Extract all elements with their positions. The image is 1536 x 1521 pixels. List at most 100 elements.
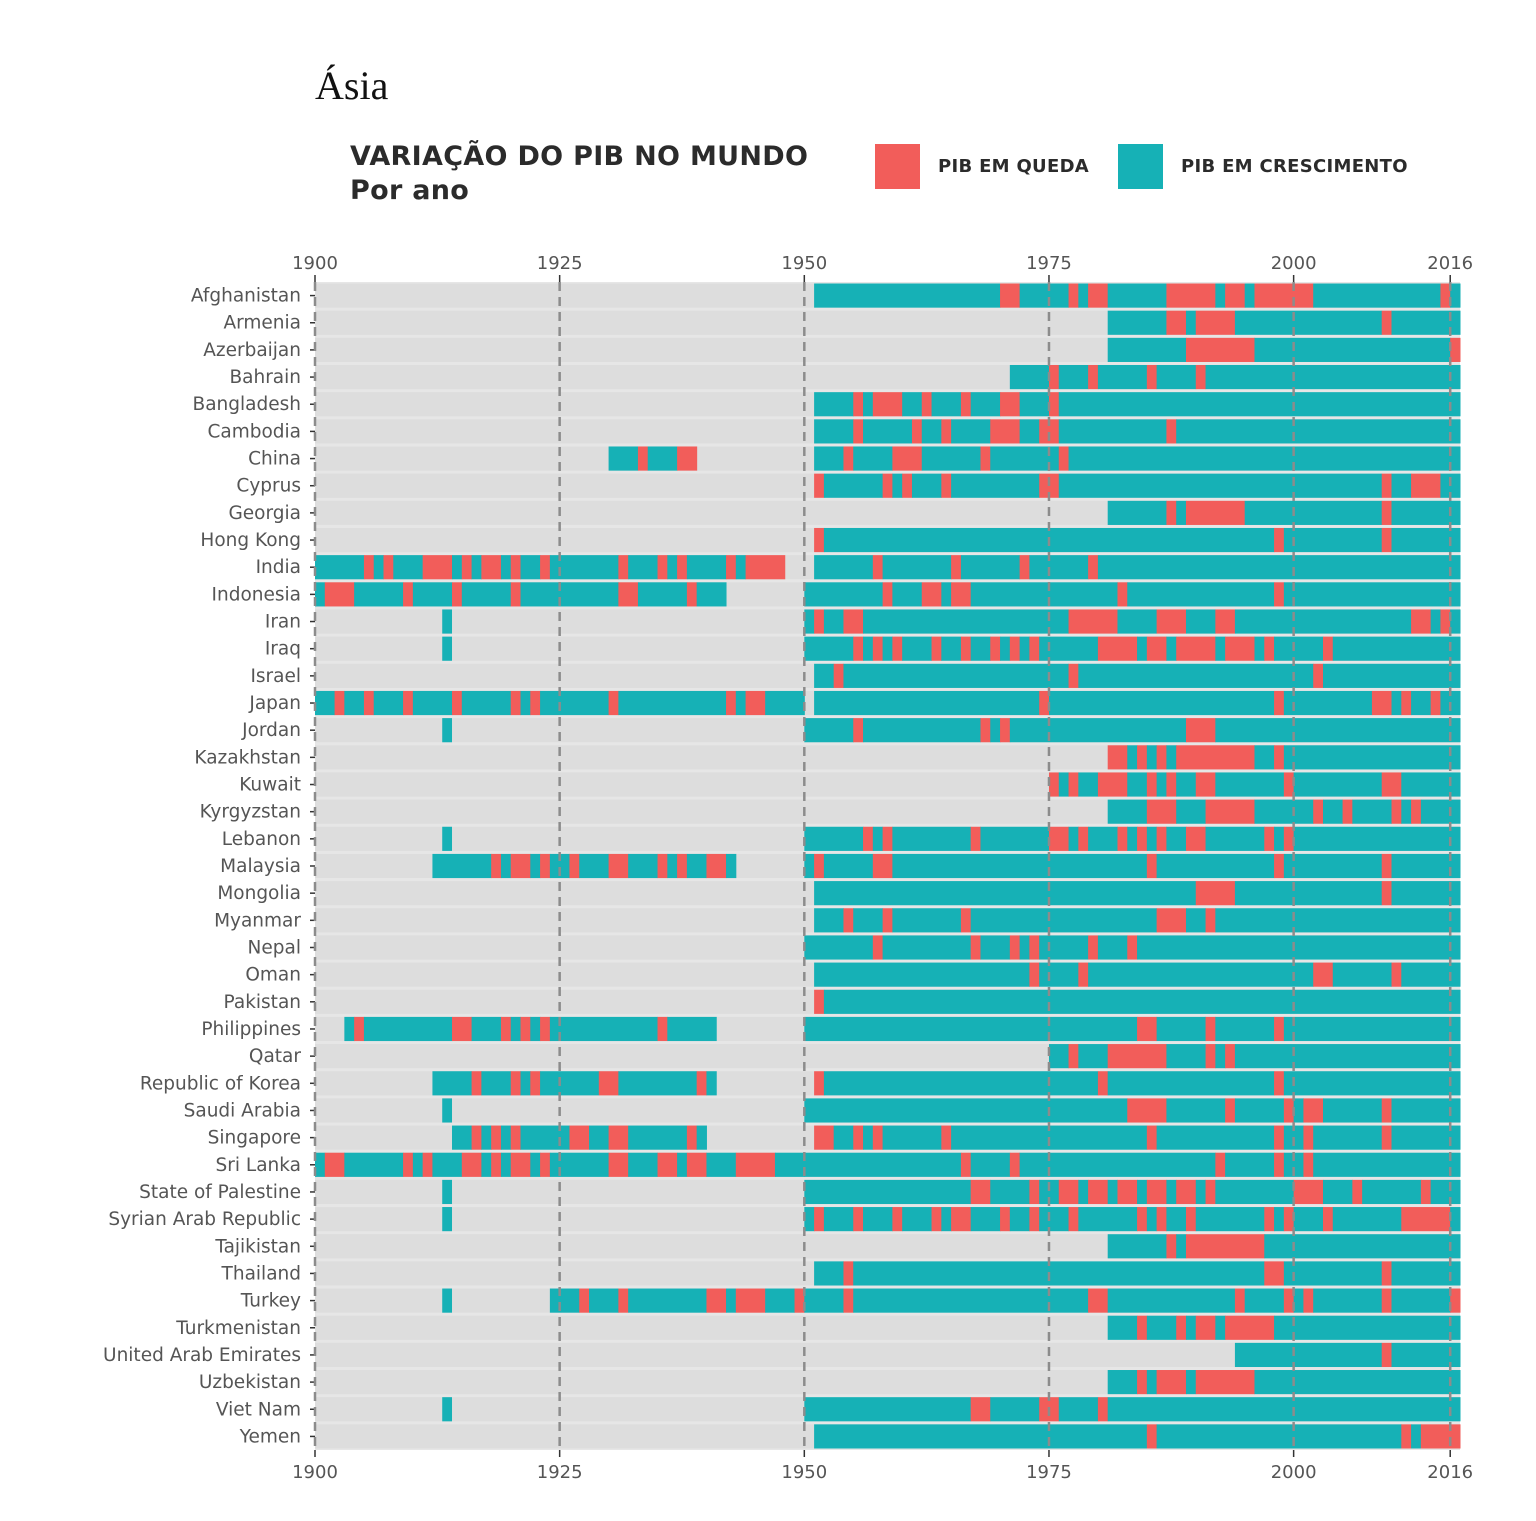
bar-segment-crescimento bbox=[892, 473, 903, 498]
bar-segment-crescimento bbox=[814, 962, 1030, 987]
bar-segment-queda bbox=[872, 1125, 884, 1150]
bar-segment-queda bbox=[422, 1152, 433, 1177]
bar-segment-queda bbox=[1019, 555, 1030, 580]
bar-segment-crescimento bbox=[1166, 636, 1177, 661]
bar-segment-crescimento bbox=[1283, 1261, 1383, 1286]
bar-segment-crescimento bbox=[970, 636, 991, 661]
bar-segment-crescimento bbox=[1039, 1179, 1060, 1205]
bar-segment-crescimento bbox=[1166, 1044, 1207, 1069]
bar-segment-crescimento bbox=[354, 582, 404, 607]
bar-segment-crescimento bbox=[1293, 1207, 1324, 1232]
bar-segment-crescimento bbox=[1264, 1234, 1461, 1259]
bar-segment-queda bbox=[324, 1152, 345, 1177]
bar-segment-crescimento bbox=[530, 1016, 541, 1042]
bar-segment-crescimento bbox=[882, 1125, 942, 1150]
bar-segment-crescimento bbox=[970, 582, 1118, 607]
bar-segment-queda bbox=[452, 690, 463, 716]
country-label-india: India bbox=[256, 557, 301, 578]
bar-segment-crescimento bbox=[1058, 473, 1383, 498]
bar-segment-crescimento bbox=[579, 853, 610, 879]
bar-segment-crescimento bbox=[1019, 1152, 1216, 1177]
bar-segment-queda bbox=[1264, 826, 1275, 851]
bar-segment-crescimento bbox=[628, 1288, 707, 1313]
country-label-china: China bbox=[248, 449, 301, 470]
no-data-strip bbox=[315, 310, 1108, 335]
country-label-sri-lanka: Sri Lanka bbox=[216, 1155, 301, 1176]
bar-segment-queda bbox=[1195, 1370, 1255, 1395]
bar-segment-queda bbox=[882, 473, 893, 498]
country-label-lebanon: Lebanon bbox=[222, 829, 301, 850]
bar-segment-crescimento bbox=[549, 555, 619, 580]
bar-segment-crescimento bbox=[1283, 582, 1461, 607]
bar-segment-crescimento bbox=[442, 826, 453, 851]
bar-segment-queda bbox=[677, 853, 688, 879]
bar-segment-crescimento bbox=[1401, 772, 1461, 797]
bar-segment-queda bbox=[481, 555, 502, 580]
bar-segment-crescimento bbox=[1332, 962, 1392, 987]
bar-segment-queda bbox=[1205, 799, 1255, 824]
bar-segment-crescimento bbox=[1088, 962, 1314, 987]
bar-segment-crescimento bbox=[804, 609, 815, 634]
bar-segment-crescimento bbox=[1137, 636, 1148, 661]
bar-segment-crescimento bbox=[843, 663, 1070, 688]
bar-segment-queda bbox=[931, 636, 942, 661]
bar-segment-queda bbox=[814, 1125, 835, 1150]
bar-segment-queda bbox=[833, 663, 844, 688]
bar-segment-crescimento bbox=[500, 1152, 512, 1177]
chart-subtitle: Por ano bbox=[350, 175, 470, 206]
bar-segment-queda bbox=[383, 555, 394, 580]
country-label-mongolia: Mongolia bbox=[217, 883, 301, 904]
bar-segment-crescimento bbox=[1283, 1152, 1304, 1177]
bar-segment-crescimento bbox=[344, 1016, 355, 1042]
no-data-strip bbox=[315, 908, 815, 933]
bar-segment-crescimento bbox=[941, 1207, 952, 1232]
bar-segment-queda bbox=[1048, 392, 1060, 417]
no-data-strip bbox=[315, 1261, 815, 1286]
bar-segment-queda bbox=[853, 1207, 864, 1232]
bar-segment-queda bbox=[1000, 283, 1021, 308]
bar-segment-crescimento bbox=[1274, 636, 1324, 661]
bar-segment-crescimento bbox=[452, 1125, 473, 1150]
bar-segment-queda bbox=[1068, 663, 1079, 688]
bar-segment-crescimento bbox=[1039, 935, 1089, 960]
bar-segment-crescimento bbox=[412, 582, 453, 607]
bar-segment-queda bbox=[1156, 908, 1187, 933]
no-data-strip bbox=[315, 881, 815, 906]
bar-segment-queda bbox=[1146, 1424, 1158, 1449]
chart-title: VARIAÇÃO DO PIB NO MUNDO bbox=[350, 141, 809, 172]
bar-segment-crescimento bbox=[804, 1179, 972, 1205]
bar-segment-queda bbox=[902, 473, 913, 498]
bar-segment-crescimento bbox=[1146, 1315, 1177, 1340]
bar-segment-crescimento bbox=[1009, 1207, 1030, 1232]
bar-segment-queda bbox=[1440, 283, 1451, 308]
no-data-strip bbox=[315, 446, 815, 471]
country-label-turkey: Turkey bbox=[240, 1291, 301, 1312]
bar-segment-queda bbox=[530, 690, 541, 716]
country-label-republic-of-korea: Republic of Korea bbox=[140, 1073, 301, 1094]
country-label-oman: Oman bbox=[245, 965, 301, 986]
bar-segment-crescimento bbox=[1009, 364, 1050, 390]
bar-segment-crescimento bbox=[1215, 636, 1226, 661]
bar-segment-queda bbox=[1450, 337, 1461, 362]
bar-segment-crescimento bbox=[1146, 1207, 1158, 1232]
bar-segment-crescimento bbox=[412, 1152, 424, 1177]
bar-segment-crescimento bbox=[1019, 392, 1050, 417]
bar-segment-queda bbox=[1381, 1261, 1392, 1286]
bar-segment-queda bbox=[1039, 690, 1050, 716]
bar-segment-crescimento bbox=[1401, 962, 1461, 987]
bar-segment-queda bbox=[980, 718, 991, 743]
bar-segment-queda bbox=[892, 636, 903, 661]
bar-segment-queda bbox=[491, 1152, 502, 1177]
bar-segment-crescimento bbox=[892, 908, 962, 933]
bar-segment-crescimento bbox=[951, 473, 1040, 498]
bar-segment-crescimento bbox=[804, 1207, 815, 1232]
bar-segment-crescimento bbox=[882, 636, 893, 661]
bar-segment-queda bbox=[1156, 1207, 1167, 1232]
bar-segment-crescimento bbox=[1107, 1179, 1118, 1205]
bar-segment-crescimento bbox=[814, 908, 844, 933]
bar-segment-queda bbox=[1381, 500, 1392, 525]
bar-segment-queda bbox=[1068, 609, 1118, 634]
bar-segment-crescimento bbox=[1215, 718, 1461, 743]
bar-segment-queda bbox=[814, 527, 825, 553]
bar-segment-crescimento bbox=[1185, 1370, 1197, 1395]
